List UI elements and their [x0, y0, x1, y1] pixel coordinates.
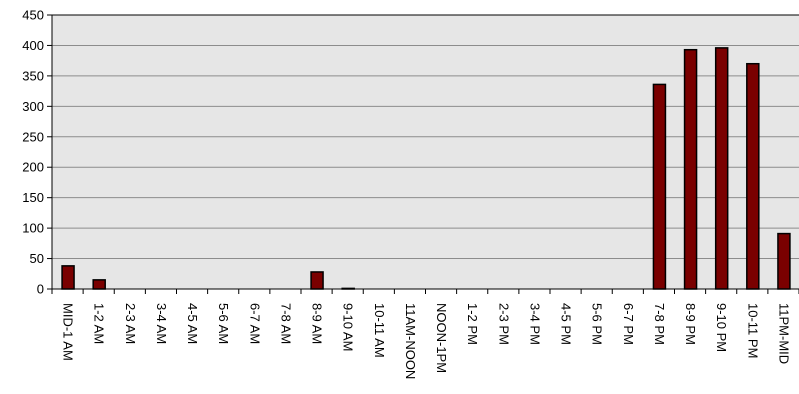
x-category-label: 2-3 AM: [123, 303, 138, 344]
bar: [746, 62, 760, 290]
bar: [652, 83, 667, 290]
y-tick-label: 150: [22, 190, 44, 205]
bar: [92, 279, 106, 290]
x-category-label: MID-1 AM: [61, 303, 76, 361]
x-category-label: 8-9 PM: [683, 303, 698, 345]
plot-area: [52, 15, 799, 289]
x-category-label: 1-2 PM: [465, 303, 480, 345]
x-category-label: 1-2 AM: [92, 303, 107, 344]
x-category-label: 10-11 AM: [372, 303, 387, 358]
y-tick-label: 300: [22, 99, 44, 114]
y-tick-label: 100: [22, 221, 44, 236]
x-category-label: 9-10 PM: [714, 303, 729, 352]
x-category-label: 7-8 PM: [652, 303, 667, 345]
x-category-label: 6-7 AM: [247, 303, 262, 344]
x-category-label: 11PM-MID: [776, 303, 791, 364]
bar: [683, 48, 698, 290]
y-tick-label: 350: [22, 68, 44, 83]
y-tick-label: 200: [22, 160, 44, 175]
bar-series: [61, 47, 791, 290]
y-tick-label: 0: [37, 282, 44, 297]
bar: [777, 232, 791, 290]
y-tick-label: 250: [22, 129, 44, 144]
x-category-label: 3-4 PM: [527, 303, 542, 345]
x-axis-ticks: MID-1 AM 1-2 AM 2-3 AM 3-4 AM 4-5 AM 5-6 AM 6-…: [51, 289, 799, 379]
x-category-label: 10-11 PM: [745, 303, 760, 358]
x-category-label: 2-3 PM: [496, 303, 511, 345]
x-category-label: NOON-1PM: [434, 303, 449, 373]
x-category-label: 11AM-NOON: [403, 303, 418, 379]
x-category-label: 3-4 AM: [154, 303, 169, 344]
x-category-label: 4-5 AM: [185, 303, 200, 344]
bar: [714, 47, 729, 290]
bar: [310, 271, 324, 290]
x-category-label: 4-5 PM: [559, 303, 574, 345]
x-category-label: 5-6 PM: [590, 303, 605, 345]
x-category-label: 7-8 AM: [278, 303, 293, 344]
x-category-label: 5-6 AM: [216, 303, 231, 344]
x-category-label: 8-9 AM: [310, 303, 325, 344]
y-tick-label: 50: [30, 251, 44, 266]
x-category-label: 6-7 PM: [621, 303, 636, 345]
y-tick-label: 400: [22, 38, 44, 53]
y-tick-label: 450: [22, 8, 44, 23]
y-axis-ticks: 0 50 100 150 200 250 300 350 400 450: [22, 8, 52, 297]
x-category-label: 9-10 AM: [341, 303, 356, 351]
bar: [61, 265, 75, 290]
